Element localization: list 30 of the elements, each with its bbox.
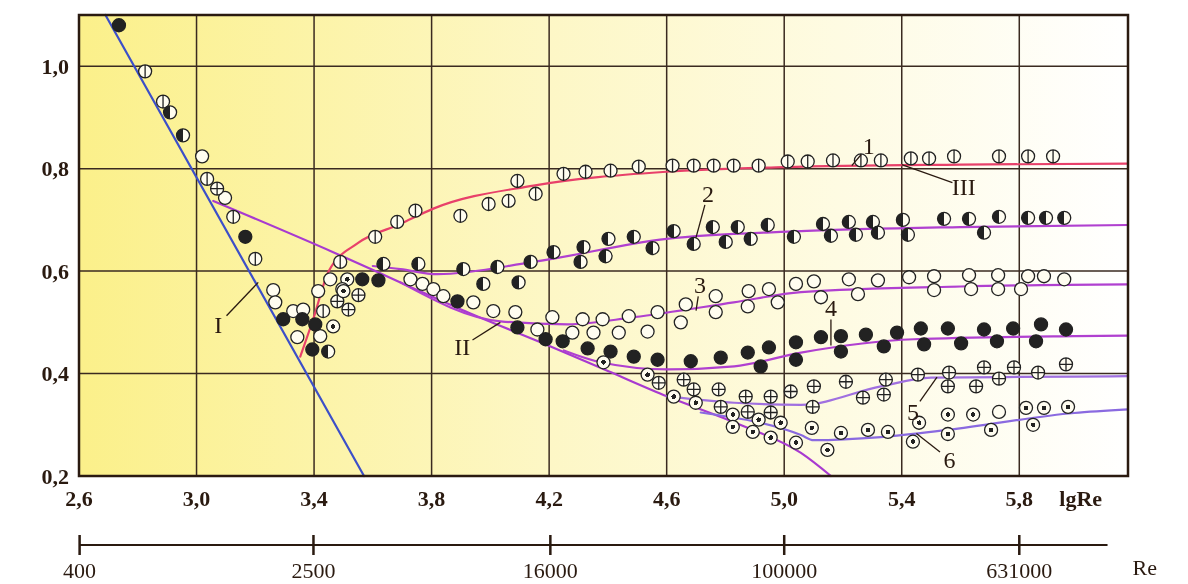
x-tick-label: 5,0 — [770, 486, 798, 511]
x-tick-label: 5,4 — [888, 486, 916, 511]
x-tick-label: 3,0 — [182, 486, 211, 511]
y-tick-label: 0,4 — [41, 361, 69, 387]
x-tick-label: 4,6 — [652, 486, 681, 511]
annotation: 5 — [907, 398, 920, 425]
annotation: II — [454, 333, 471, 360]
y-tick-label: 1,0 — [41, 53, 69, 79]
x2-tick-label: 2500 — [291, 558, 336, 583]
y-tick-label: 0,6 — [41, 258, 69, 284]
x2-tick-label: 100000 — [751, 558, 818, 583]
x-tick-label: 3,4 — [300, 486, 328, 511]
x-tick-label: 4,2 — [535, 486, 563, 511]
x-tick-label: 5,8 — [1005, 486, 1034, 511]
x2-tick-label: 16000 — [522, 558, 578, 583]
x2-axis-title: Re — [1132, 555, 1157, 580]
x-axis-title: lgRe — [1059, 486, 1103, 511]
annotation: 6 — [943, 446, 956, 473]
y-tick-label: 0,2 — [41, 463, 69, 489]
annotation: 2 — [702, 180, 715, 207]
annotation: III — [951, 173, 976, 200]
x2-tick-label: 631000 — [986, 558, 1053, 583]
annotation: 1 — [862, 132, 875, 159]
annotation: 4 — [824, 294, 837, 321]
x-tick-label: 3,8 — [417, 486, 446, 511]
x2-tick-label: 400 — [63, 558, 97, 583]
annotation: 3 — [694, 271, 707, 298]
y-tick-label: 0,8 — [41, 156, 69, 182]
annotation: I — [214, 311, 223, 338]
x-tick-label: 2,6 — [65, 486, 93, 511]
